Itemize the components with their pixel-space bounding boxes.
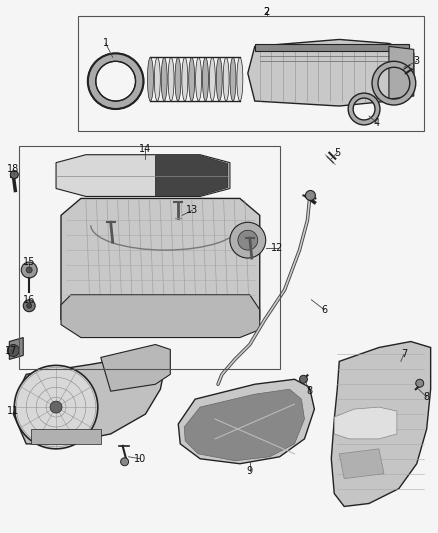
Circle shape (23, 300, 35, 312)
Polygon shape (61, 295, 260, 337)
Polygon shape (31, 429, 101, 444)
Ellipse shape (175, 58, 181, 101)
Ellipse shape (154, 58, 160, 101)
Ellipse shape (223, 58, 229, 101)
Ellipse shape (209, 58, 215, 101)
Ellipse shape (202, 58, 208, 101)
Ellipse shape (161, 58, 167, 101)
Text: 18: 18 (7, 164, 19, 174)
Circle shape (14, 365, 98, 449)
Bar (19, 146, 279, 369)
Polygon shape (184, 389, 304, 461)
Polygon shape (13, 348, 165, 444)
Ellipse shape (196, 58, 201, 101)
Text: 10: 10 (134, 454, 147, 464)
Circle shape (300, 375, 307, 383)
Polygon shape (339, 449, 384, 479)
Circle shape (230, 222, 266, 258)
Text: 17: 17 (5, 346, 18, 357)
Text: 8: 8 (306, 386, 312, 396)
Circle shape (238, 230, 258, 250)
Text: 15: 15 (23, 257, 35, 267)
Ellipse shape (216, 58, 222, 101)
Polygon shape (255, 44, 409, 51)
Circle shape (7, 344, 19, 357)
Text: 5: 5 (334, 148, 340, 158)
Polygon shape (155, 156, 228, 196)
Ellipse shape (237, 58, 243, 101)
Text: 1: 1 (102, 38, 109, 49)
Polygon shape (389, 46, 414, 99)
Polygon shape (9, 337, 23, 359)
Ellipse shape (230, 58, 236, 101)
Circle shape (27, 303, 32, 308)
Ellipse shape (168, 58, 174, 101)
Text: 12: 12 (272, 243, 284, 253)
Text: 2: 2 (264, 6, 270, 17)
Text: 8: 8 (424, 392, 430, 402)
Polygon shape (334, 407, 397, 439)
Text: 4: 4 (374, 118, 380, 128)
Text: 7: 7 (401, 350, 407, 359)
Polygon shape (56, 155, 230, 197)
Wedge shape (372, 61, 416, 105)
Circle shape (26, 267, 32, 273)
Text: 3: 3 (413, 56, 420, 66)
Text: 6: 6 (321, 305, 327, 314)
Text: 16: 16 (23, 295, 35, 305)
Polygon shape (101, 344, 170, 391)
Text: 11: 11 (7, 406, 19, 416)
Circle shape (21, 262, 37, 278)
Bar (78, 15, 424, 131)
Polygon shape (248, 39, 414, 106)
Circle shape (416, 379, 424, 387)
Text: 2: 2 (264, 6, 270, 17)
Wedge shape (348, 93, 380, 125)
Ellipse shape (189, 58, 195, 101)
Ellipse shape (182, 58, 188, 101)
Circle shape (50, 401, 62, 413)
Wedge shape (88, 53, 144, 109)
Text: 9: 9 (247, 466, 253, 475)
Circle shape (120, 458, 129, 466)
Polygon shape (178, 379, 314, 464)
Polygon shape (61, 198, 260, 335)
Ellipse shape (148, 58, 153, 101)
Text: 14: 14 (139, 144, 152, 154)
Text: 13: 13 (186, 205, 198, 215)
Circle shape (11, 171, 18, 179)
Circle shape (305, 190, 315, 200)
Polygon shape (331, 342, 431, 506)
